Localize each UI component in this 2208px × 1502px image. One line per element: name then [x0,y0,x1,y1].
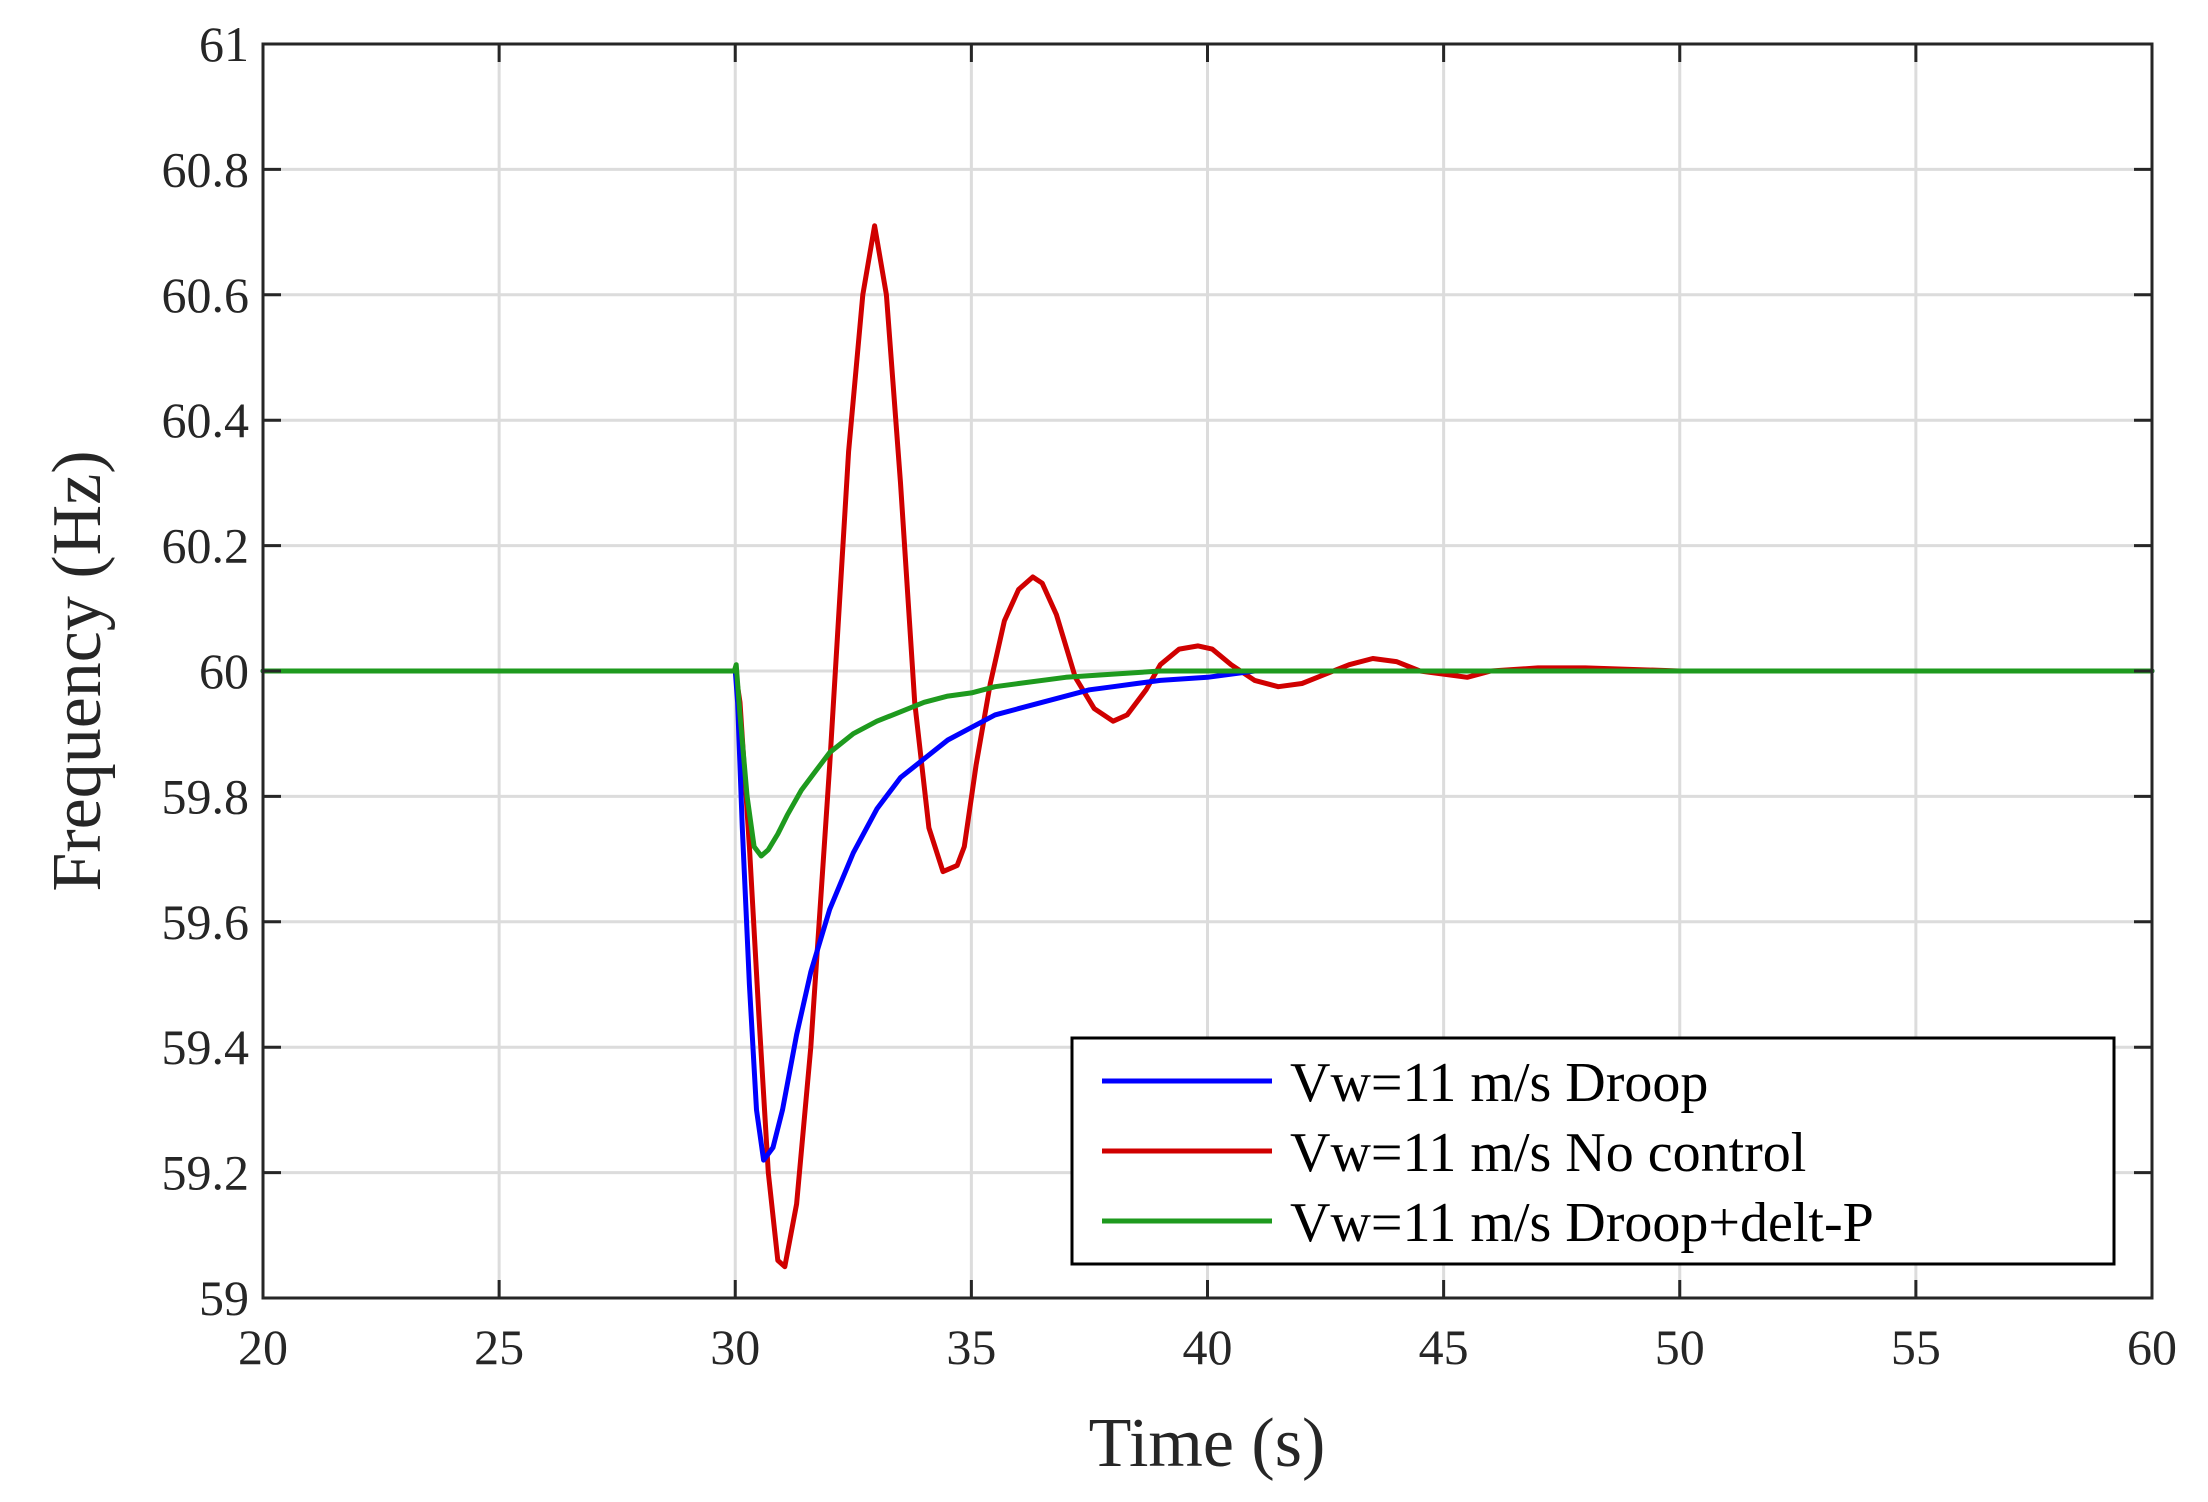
x-tick-label: 30 [710,1319,760,1375]
y-tick-label: 59.6 [162,894,250,950]
y-tick-label: 59 [199,1270,249,1326]
x-tick-label: 35 [946,1319,996,1375]
x-tick-label: 40 [1183,1319,1233,1375]
x-tick-label: 50 [1655,1319,1705,1375]
y-tick-label: 61 [199,16,249,72]
legend-label-droop-delt-p: Vw=11 m/s Droop+delt-P [1290,1192,1874,1254]
y-tick-label: 60.4 [162,392,250,448]
legend-label-droop: Vw=11 m/s Droop [1290,1052,1708,1114]
y-tick-label: 60 [199,643,249,699]
y-tick-label: 59.4 [162,1019,250,1075]
axis-ticks: 20 25 30 35 40 45 50 55 60 59 59.2 59.4 59.6 59.8 60 60… [162,16,2178,1375]
x-tick-label: 45 [1419,1319,1469,1375]
y-tick-label: 59.2 [162,1145,250,1201]
x-tick-label: 60 [2127,1319,2177,1375]
x-axis-title: Time (s) [1089,1405,1326,1482]
legend-label-no-control: Vw=11 m/s No control [1290,1122,1806,1184]
y-axis-title: Frequency (Hz) [39,450,116,891]
y-tick-label: 59.8 [162,768,250,824]
legend: Vw=11 m/s Droop Vw=11 m/s No control Vw=… [1070,1036,2116,1266]
x-tick-label: 55 [1891,1319,1941,1375]
y-tick-label: 60.6 [162,267,250,323]
y-tick-label: 60.2 [162,518,250,574]
x-tick-label: 25 [474,1319,524,1375]
x-tick-label: 20 [238,1319,288,1375]
y-tick-label: 60.8 [162,141,250,197]
series-line-droop-delt-p [260,662,2155,859]
series-lines [260,223,2155,1270]
